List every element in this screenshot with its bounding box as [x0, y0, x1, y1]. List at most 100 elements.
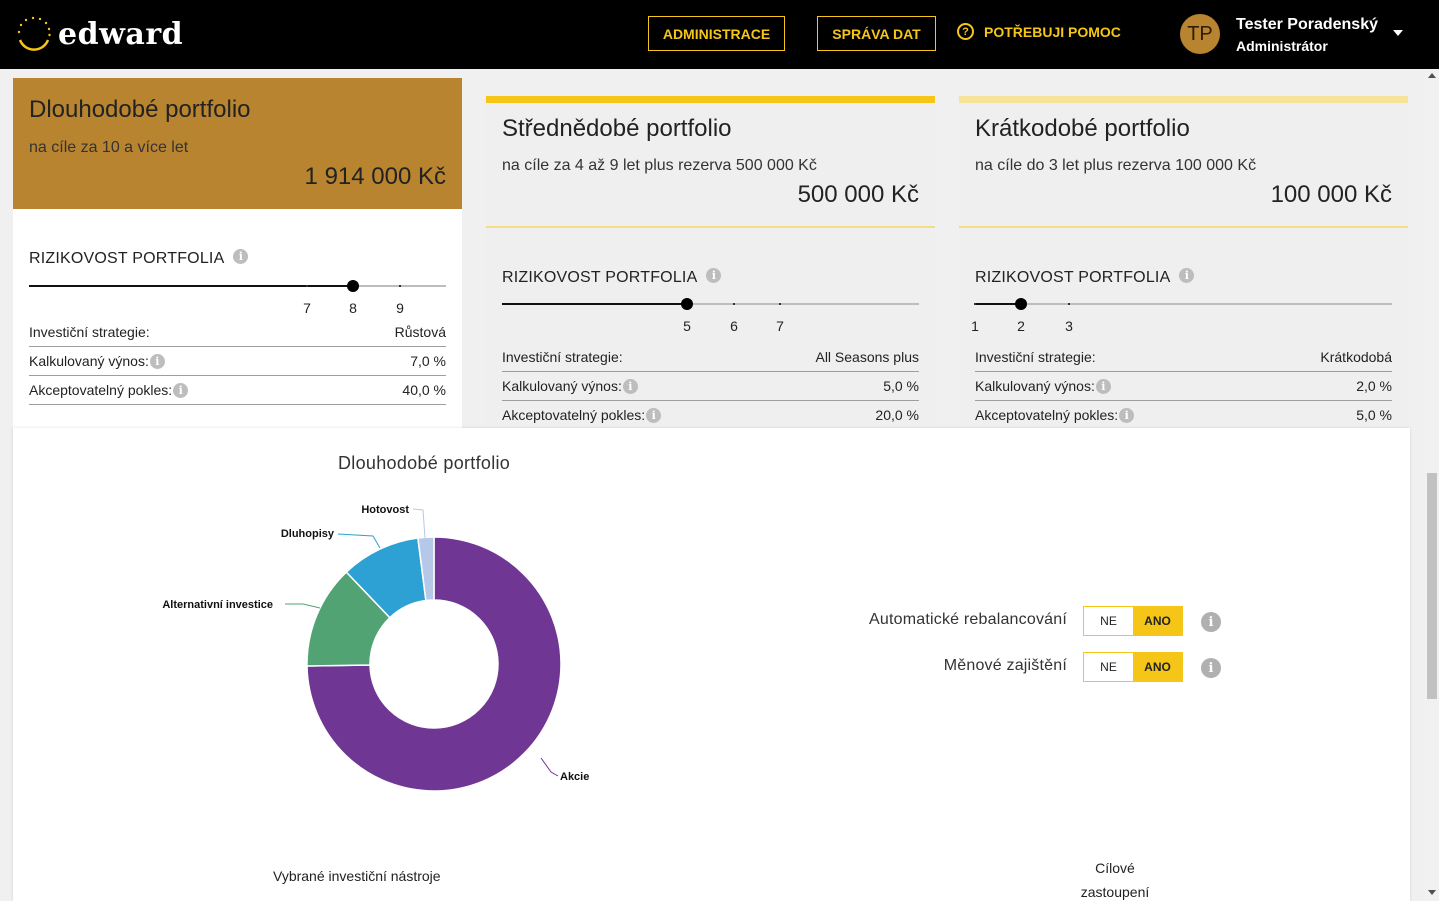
slider-thumb[interactable] — [347, 280, 359, 292]
slider-track — [975, 303, 1392, 305]
target-allocation-heading: Cílové zastoupení — [1073, 856, 1157, 901]
allocation-donut-chart: Akcie Alternativní investice Dluhopisy Hoto… — [162, 504, 589, 792]
rebalancing-label: Automatické rebalancování — [869, 611, 1067, 628]
card-header: Střednědobé portfolio na cíle za 4 až 9 … — [486, 103, 935, 228]
card-header: Krátkodobé portfolio na cíle do 3 let pl… — [959, 103, 1408, 228]
slider-tick-label: 3 — [1065, 318, 1073, 334]
card-amount: 1 914 000 Kč — [304, 163, 446, 190]
info-icon[interactable]: i — [622, 378, 638, 394]
info-icon[interactable]: i — [1095, 378, 1111, 394]
toggle-ne-option[interactable]: NE — [1084, 607, 1133, 635]
chart-title: Dlouhodobé portfolio — [338, 453, 511, 473]
info-icon[interactable]: i — [233, 248, 249, 264]
row-label-wrap: Akceptovatelný pokles: i — [975, 407, 1135, 423]
toggle-ano-option[interactable]: ANO — [1133, 607, 1182, 635]
info-icon[interactable]: i — [646, 407, 662, 423]
info-icon[interactable]: i — [173, 382, 189, 398]
administrace-button[interactable]: ADMINISTRACE — [648, 16, 785, 51]
toggle-ano-option[interactable]: ANO — [1133, 653, 1182, 681]
row-label-wrap: Kalkulovaný výnos: i — [975, 378, 1111, 394]
slider-tick-label: 7 — [776, 318, 784, 334]
row-label: Investiční strategie: — [975, 349, 1096, 365]
slider-fill — [502, 303, 687, 305]
avatar[interactable]: TP — [1180, 14, 1220, 54]
drawdown-row: Akceptovatelný pokles: i 5,0 % — [975, 401, 1392, 430]
row-label: Akceptovatelný pokles: — [975, 407, 1119, 423]
risk-slider[interactable]: 5 6 7 — [502, 294, 919, 334]
slider-thumb[interactable] — [1015, 298, 1027, 310]
slider-tick-label: 7 — [303, 300, 311, 316]
slider-tick-label: 6 — [730, 318, 738, 334]
donut-slice-akcie[interactable] — [306, 536, 562, 792]
row-label: Kalkulovaný výnos: — [502, 378, 622, 394]
risk-title: RIZIKOVOST PORTFOLIA i — [502, 267, 722, 287]
donut-label-connector — [540, 757, 559, 777]
toggle-ne-option[interactable]: NE — [1084, 653, 1133, 681]
help-label: POTŘEBUJI POMOC — [984, 23, 1121, 40]
row-value: 2,0 % — [1356, 378, 1392, 394]
info-icon[interactable]: i — [1201, 612, 1221, 632]
portfolio-card-long-term[interactable]: Dlouhodobé portfolio na cíle za 10 a víc… — [13, 78, 462, 438]
edward-logo[interactable]: edward — [14, 12, 183, 56]
page-scrollbar[interactable] — [1425, 69, 1439, 901]
card-subtitle: na cíle za 10 a více let — [29, 139, 189, 156]
row-value: 40,0 % — [402, 382, 446, 398]
user-name[interactable]: Tester Poradenský — [1236, 16, 1378, 33]
slider-fill — [29, 285, 353, 287]
info-icon[interactable]: i — [1201, 658, 1221, 678]
row-label-wrap: Kalkulovaný výnos: i — [29, 353, 165, 369]
portfolio-card-short-term[interactable]: Krátkodobé portfolio na cíle do 3 let pl… — [959, 96, 1408, 438]
risk-title: RIZIKOVOST PORTFOLIA i — [29, 248, 249, 268]
risk-title-label: RIZIKOVOST PORTFOLIA — [29, 250, 225, 267]
scroll-up-arrow-icon[interactable] — [1428, 73, 1436, 78]
scrollbar-thumb[interactable] — [1427, 473, 1437, 699]
card-amount: 100 000 Kč — [1270, 181, 1392, 208]
risk-slider[interactable]: 7 8 9 — [29, 276, 446, 316]
slider-tick — [1068, 303, 1070, 305]
chevron-down-icon[interactable] — [1393, 30, 1403, 36]
yield-row: Kalkulovaný výnos: i 7,0 % — [29, 347, 446, 376]
card-title: Střednědobé portfolio — [502, 115, 732, 142]
row-label: Investiční strategie: — [29, 324, 150, 340]
row-value: 20,0 % — [875, 407, 919, 423]
info-icon[interactable]: i — [149, 353, 165, 369]
risk-slider[interactable]: 1 2 3 — [971, 294, 1392, 334]
slider-thumb[interactable] — [681, 298, 693, 310]
info-icon[interactable]: i — [706, 267, 722, 283]
user-role: Administrátor — [1236, 38, 1328, 54]
row-label-wrap: Kalkulovaný výnos: i — [502, 378, 638, 394]
sprava-dat-button[interactable]: SPRÁVA DAT — [817, 16, 936, 51]
drawdown-row: Akceptovatelný pokles: i 40,0 % — [29, 376, 446, 405]
slider-track — [502, 303, 919, 305]
currency-hedging-toggle[interactable]: NE ANO — [1083, 652, 1183, 682]
scroll-down-arrow-icon[interactable] — [1428, 890, 1436, 895]
info-icon[interactable]: i — [1119, 407, 1135, 423]
portfolio-card-mid-term[interactable]: Střednědobé portfolio na cíle za 4 až 9 … — [486, 96, 935, 438]
strategy-row: Investiční strategie: Krátkodobá — [975, 343, 1392, 372]
risk-title-label: RIZIKOVOST PORTFOLIA — [502, 269, 698, 286]
donut-slice-label: Hotovost — [361, 504, 409, 516]
row-label: Kalkulovaný výnos: — [29, 353, 149, 369]
risk-title-label: RIZIKOVOST PORTFOLIA — [975, 269, 1171, 286]
card-subtitle: na cíle za 4 až 9 let plus rezerva 500 0… — [502, 157, 817, 174]
donut-slice-hotovost[interactable] — [417, 536, 435, 602]
logo-text: edward — [58, 16, 184, 52]
rebalancing-toggle[interactable]: NE ANO — [1083, 606, 1183, 636]
risk-title: RIZIKOVOST PORTFOLIA i — [975, 267, 1195, 287]
info-icon[interactable]: i — [1179, 267, 1195, 283]
row-value: Krátkodobá — [1320, 349, 1392, 365]
card-subtitle: na cíle do 3 let plus rezerva 100 000 Kč — [975, 157, 1257, 174]
card-amount: 500 000 Kč — [797, 181, 919, 208]
donut-slice-label: Dluhopisy — [281, 528, 335, 540]
yield-row: Kalkulovaný výnos: i 2,0 % — [975, 372, 1392, 401]
row-label: Akceptovatelný pokles: — [502, 407, 646, 423]
question-circle-icon: ? — [957, 23, 974, 40]
donut-label-connector — [285, 603, 321, 609]
slider-tick-label: 2 — [1017, 318, 1025, 334]
slider-tick-label: 9 — [396, 300, 404, 316]
card-title: Dlouhodobé portfolio — [29, 96, 251, 123]
donut-label-connector — [412, 508, 426, 539]
help-button[interactable]: ? POTŘEBUJI POMOC — [957, 23, 1121, 40]
target-line-2: zastoupení — [1080, 884, 1150, 900]
yield-row: Kalkulovaný výnos: i 5,0 % — [502, 372, 919, 401]
